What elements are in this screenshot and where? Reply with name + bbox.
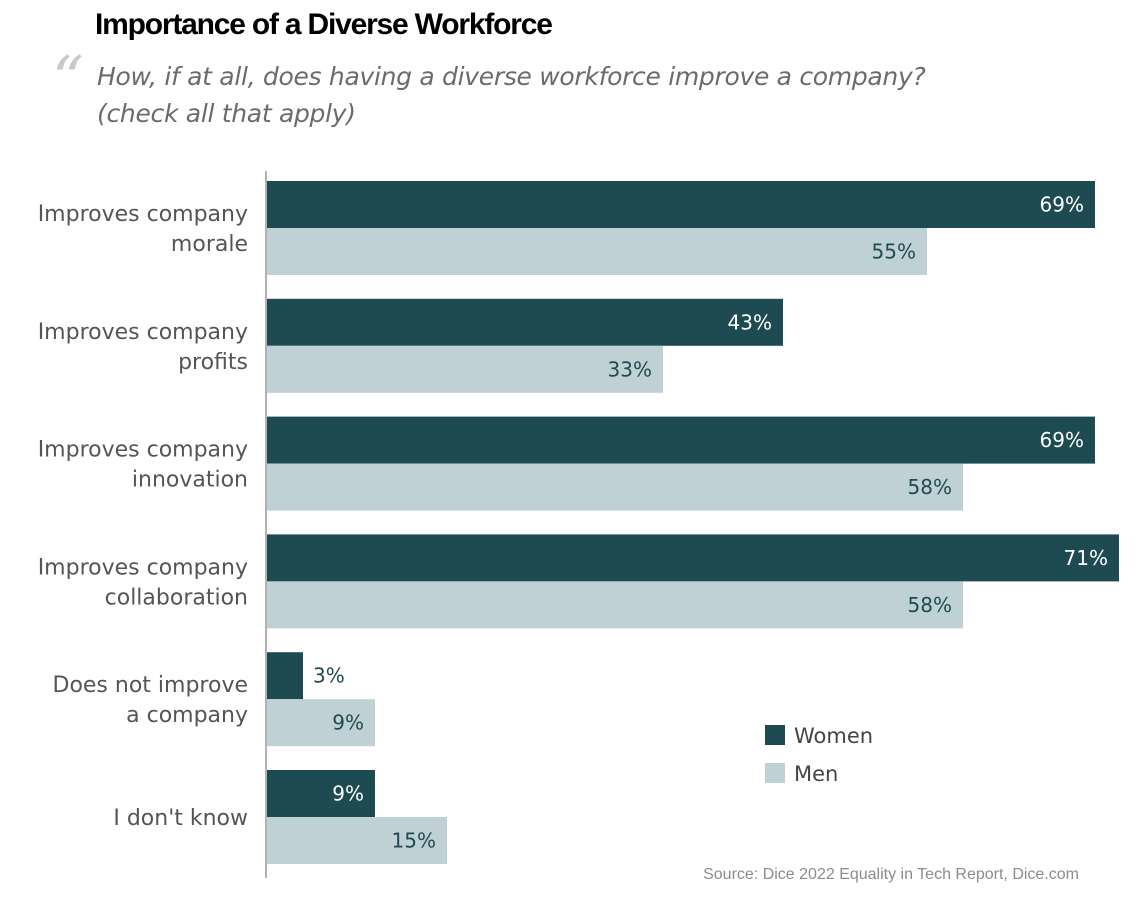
value-label-women-2: 69% [1040, 428, 1084, 452]
value-label-women-1: 43% [728, 310, 772, 334]
category-label-2-line-1: innovation [132, 468, 248, 493]
category-label-0-line-0: Improves company [38, 202, 248, 227]
bar-men-0 [267, 228, 927, 275]
value-label-men-1: 33% [608, 357, 652, 381]
bar-women-3 [267, 534, 1119, 582]
chart-subtitle-line-2: (check all that apply) [97, 99, 356, 128]
source-note: Source: Dice 2022 Equality in Tech Repor… [703, 866, 1079, 883]
bar-women-1 [267, 298, 783, 346]
value-label-women-3: 71% [1064, 546, 1108, 570]
bar-women-2 [267, 416, 1095, 464]
category-label-4-line-0: Does not improve [53, 673, 249, 698]
bar-men-3 [267, 581, 963, 629]
quote-mark: “ [52, 42, 84, 115]
category-label-5-line-0: I don't know [113, 806, 248, 831]
category-label-1-line-1: profits [178, 350, 248, 375]
value-label-men-2: 58% [908, 475, 952, 499]
value-label-women-0: 69% [1040, 193, 1084, 217]
bar-men-5 [267, 817, 447, 864]
category-label-4-line-1: a company [126, 703, 248, 728]
value-label-women-4: 3% [313, 664, 345, 688]
bars-group: 69% 55% Improves company morale 43% 33% Improv… [38, 181, 1119, 864]
category-label-3-line-0: Improves company [38, 555, 248, 580]
category-label-3-line-1: collaboration [105, 585, 248, 610]
legend-label-women: Women [794, 724, 873, 748]
bar-women-4 [267, 652, 303, 700]
legend: Women Men [765, 724, 873, 786]
legend-swatch-women [765, 725, 785, 745]
category-label-2-line-0: Improves company [38, 438, 248, 463]
bar-women-0 [267, 181, 1095, 228]
bar-women-5 [267, 770, 375, 817]
category-label-1-line-0: Improves company [38, 320, 248, 345]
value-label-men-5: 15% [392, 829, 436, 853]
value-label-men-3: 58% [908, 593, 952, 617]
value-label-men-0: 55% [872, 240, 916, 264]
bar-men-4 [267, 699, 375, 747]
value-label-men-4: 9% [332, 711, 364, 735]
value-label-women-5: 9% [332, 782, 364, 806]
bar-men-1 [267, 345, 663, 393]
category-label-0-line-1: morale [171, 232, 248, 257]
legend-label-men: Men [794, 762, 838, 786]
legend-swatch-men [765, 763, 785, 783]
bar-men-2 [267, 463, 963, 511]
chart-title: Importance of a Diverse Workforce [95, 8, 553, 41]
chart-subtitle-line-1: How, if at all, does having a diverse wo… [97, 62, 926, 91]
